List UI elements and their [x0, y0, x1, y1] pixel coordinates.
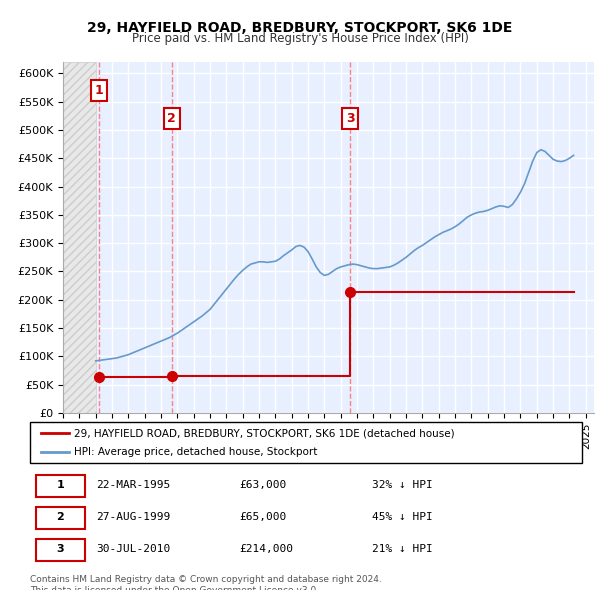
Text: 27-AUG-1999: 27-AUG-1999: [96, 512, 170, 522]
Text: 2: 2: [56, 512, 64, 522]
Text: 3: 3: [56, 545, 64, 555]
FancyBboxPatch shape: [35, 507, 85, 529]
Text: 2: 2: [167, 112, 176, 125]
Text: 1: 1: [56, 480, 64, 490]
Text: 29, HAYFIELD ROAD, BREDBURY, STOCKPORT, SK6 1DE: 29, HAYFIELD ROAD, BREDBURY, STOCKPORT, …: [88, 21, 512, 35]
Text: 32% ↓ HPI: 32% ↓ HPI: [372, 480, 433, 490]
Text: 30-JUL-2010: 30-JUL-2010: [96, 545, 170, 555]
Text: 1: 1: [95, 84, 104, 97]
FancyBboxPatch shape: [35, 475, 85, 497]
FancyBboxPatch shape: [35, 539, 85, 562]
Text: £63,000: £63,000: [240, 480, 287, 490]
Text: 21% ↓ HPI: 21% ↓ HPI: [372, 545, 433, 555]
Bar: [63, 62, 95, 413]
Text: 3: 3: [346, 112, 355, 125]
Text: HPI: Average price, detached house, Stockport: HPI: Average price, detached house, Stoc…: [74, 447, 317, 457]
Text: Price paid vs. HM Land Registry's House Price Index (HPI): Price paid vs. HM Land Registry's House …: [131, 32, 469, 45]
FancyBboxPatch shape: [30, 422, 582, 463]
Text: £65,000: £65,000: [240, 512, 287, 522]
Text: Contains HM Land Registry data © Crown copyright and database right 2024.
This d: Contains HM Land Registry data © Crown c…: [30, 575, 382, 590]
Text: £214,000: £214,000: [240, 545, 294, 555]
Text: 45% ↓ HPI: 45% ↓ HPI: [372, 512, 433, 522]
Text: 29, HAYFIELD ROAD, BREDBURY, STOCKPORT, SK6 1DE (detached house): 29, HAYFIELD ROAD, BREDBURY, STOCKPORT, …: [74, 428, 455, 438]
Text: 22-MAR-1995: 22-MAR-1995: [96, 480, 170, 490]
